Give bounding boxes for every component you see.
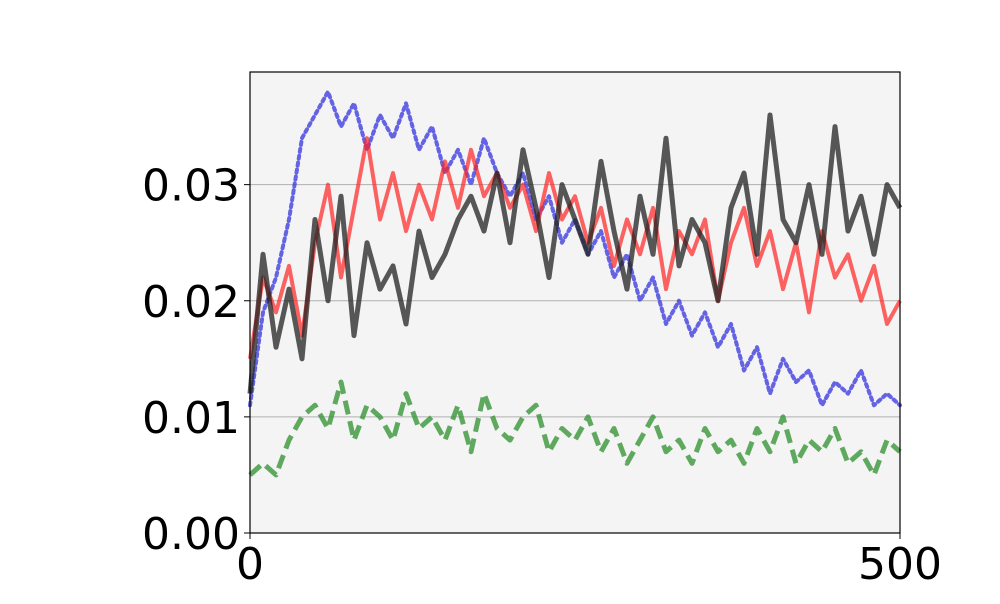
series-line: [247, 112, 903, 394]
plot-frame: [249, 71, 901, 534]
y-tick-label: 0.00: [142, 509, 240, 560]
x-tick-label: 500: [858, 539, 942, 590]
series-line: [248, 136, 902, 360]
plot-background: [250, 72, 900, 533]
y-tick-label: 0.03: [142, 161, 240, 212]
series-line: [248, 379, 902, 478]
y-tick-label: 0.01: [142, 393, 240, 444]
y-tick-label: 0.02: [142, 277, 240, 328]
x-tick-label: 0: [236, 539, 264, 590]
